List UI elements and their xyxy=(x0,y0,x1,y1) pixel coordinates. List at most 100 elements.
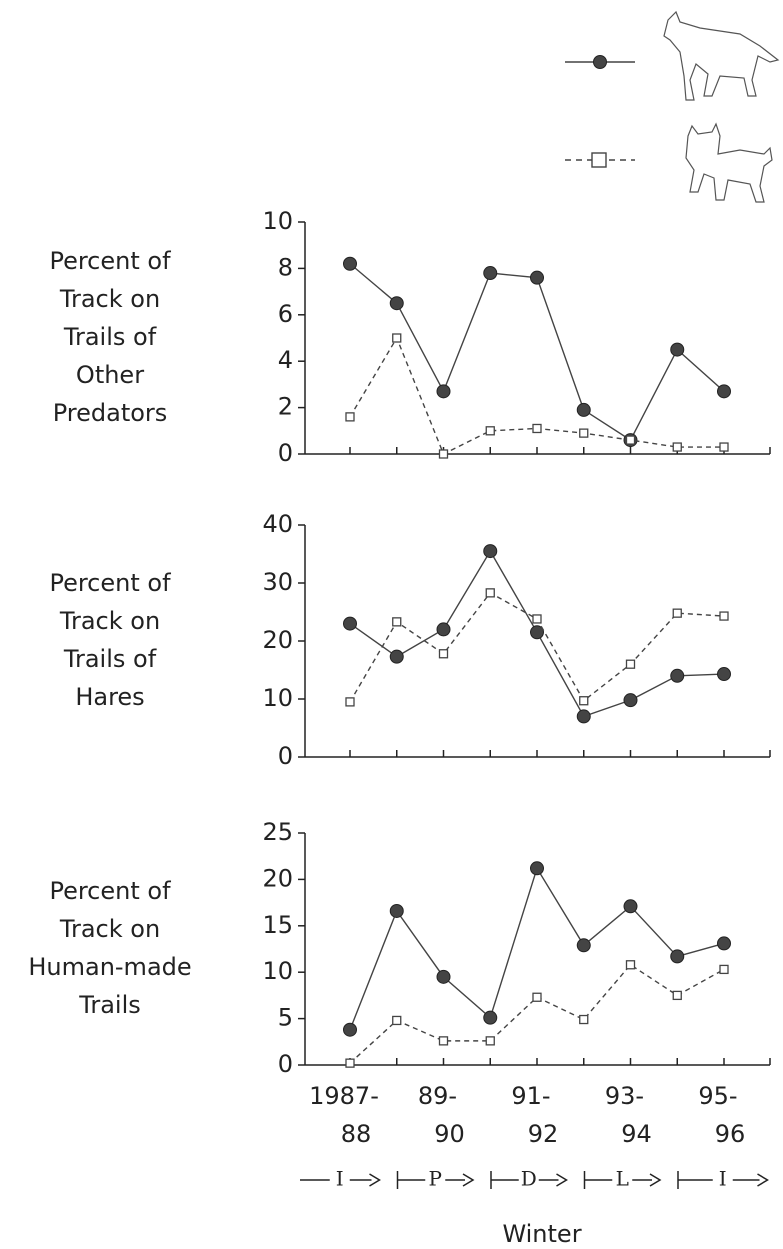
data-point xyxy=(530,270,544,285)
data-point xyxy=(530,625,544,640)
data-point xyxy=(672,442,682,452)
data-point xyxy=(436,969,451,984)
data-point xyxy=(389,649,404,664)
data-point xyxy=(485,1036,495,1046)
y-tick-label: 10 xyxy=(262,684,293,712)
x-tick-label: 91- xyxy=(511,1082,550,1110)
y-axis-label: Hares xyxy=(75,683,144,711)
y-tick-label: 5 xyxy=(278,1004,293,1032)
y-axis-label: Percent of xyxy=(49,247,171,275)
phase-arrow xyxy=(462,1173,475,1187)
phase-label: I xyxy=(719,1167,727,1191)
data-point xyxy=(670,949,685,964)
data-point xyxy=(532,992,542,1002)
data-point xyxy=(436,622,451,637)
y-axis-label: Human-made xyxy=(28,953,191,981)
y-tick-label: 10 xyxy=(262,957,293,985)
series-line xyxy=(349,591,725,703)
series-line xyxy=(349,866,725,1030)
y-axis-label: Predators xyxy=(53,399,168,427)
y-axis-label: Percent of xyxy=(49,569,171,597)
x-tick-label: 96 xyxy=(715,1120,746,1148)
data-point xyxy=(343,256,357,271)
legend-marker xyxy=(593,55,607,69)
y-tick-label: 0 xyxy=(278,742,293,770)
y-tick-label: 25 xyxy=(262,818,293,846)
y-tick-label: 20 xyxy=(262,626,293,654)
y-tick-label: 15 xyxy=(262,911,293,939)
data-point xyxy=(670,342,685,357)
data-point xyxy=(625,960,636,970)
data-point xyxy=(485,588,495,598)
data-point xyxy=(623,899,638,914)
data-point xyxy=(672,608,682,618)
x-tick-label: 89- xyxy=(418,1082,457,1110)
data-point xyxy=(436,384,451,399)
data-point xyxy=(438,1036,449,1046)
x-tick-label: 88 xyxy=(341,1120,372,1148)
data-point xyxy=(530,861,544,876)
phase-arrow xyxy=(757,1173,769,1187)
data-point xyxy=(719,442,729,452)
data-point xyxy=(719,611,729,621)
data-point xyxy=(623,693,638,708)
y-tick-label: 30 xyxy=(262,568,293,596)
series-line xyxy=(349,336,724,455)
y-tick-label: 40 xyxy=(262,510,293,538)
data-point xyxy=(345,1058,355,1068)
data-point xyxy=(485,426,495,436)
x-tick-label: 90 xyxy=(434,1120,465,1148)
y-tick-label: 2 xyxy=(278,393,293,421)
data-point xyxy=(579,696,589,706)
x-tick-label: 1987- xyxy=(309,1082,379,1110)
data-point xyxy=(625,659,636,669)
data-point xyxy=(576,709,591,724)
data-point xyxy=(483,544,498,559)
coyote-icon xyxy=(663,10,780,101)
data-point xyxy=(625,435,636,445)
data-point xyxy=(345,697,355,707)
data-point xyxy=(389,296,404,311)
data-point xyxy=(670,668,685,683)
y-tick-label: 0 xyxy=(278,1050,293,1078)
y-tick-label: 0 xyxy=(278,439,293,467)
data-point xyxy=(343,616,357,631)
data-point xyxy=(576,938,591,953)
x-tick-label: 95- xyxy=(698,1082,737,1110)
data-point xyxy=(717,384,731,399)
y-tick-label: 10 xyxy=(262,207,293,235)
data-point xyxy=(719,964,729,975)
phase-label: D xyxy=(521,1167,537,1191)
series-line xyxy=(349,963,725,1064)
data-point xyxy=(392,617,402,627)
y-axis-label: Trails of xyxy=(63,645,157,673)
data-point xyxy=(532,614,542,624)
data-point xyxy=(717,936,731,951)
phase-label: P xyxy=(429,1167,442,1191)
y-tick-label: 6 xyxy=(278,300,293,328)
data-point xyxy=(438,449,449,459)
data-point xyxy=(345,412,355,422)
y-axis-label: Trails xyxy=(78,991,141,1019)
phase-arrow xyxy=(649,1173,662,1187)
y-tick-label: 8 xyxy=(278,253,293,281)
data-point xyxy=(672,990,682,1001)
data-point xyxy=(717,667,731,682)
data-point xyxy=(438,649,449,659)
data-point xyxy=(483,1010,498,1025)
data-point xyxy=(389,903,404,918)
y-axis-label: Trails of xyxy=(63,323,157,351)
phase-arrow xyxy=(556,1173,568,1187)
x-tick-label: 92 xyxy=(528,1120,559,1148)
data-point xyxy=(579,428,589,438)
series-line xyxy=(349,263,725,442)
data-point xyxy=(579,1014,589,1025)
phase-arrow xyxy=(369,1173,381,1187)
y-axis-label: Other xyxy=(76,361,144,389)
data-point xyxy=(392,333,402,343)
y-tick-label: 4 xyxy=(278,346,293,374)
y-tick-label: 20 xyxy=(262,864,293,892)
data-point xyxy=(532,423,542,434)
legend-marker xyxy=(591,152,607,168)
